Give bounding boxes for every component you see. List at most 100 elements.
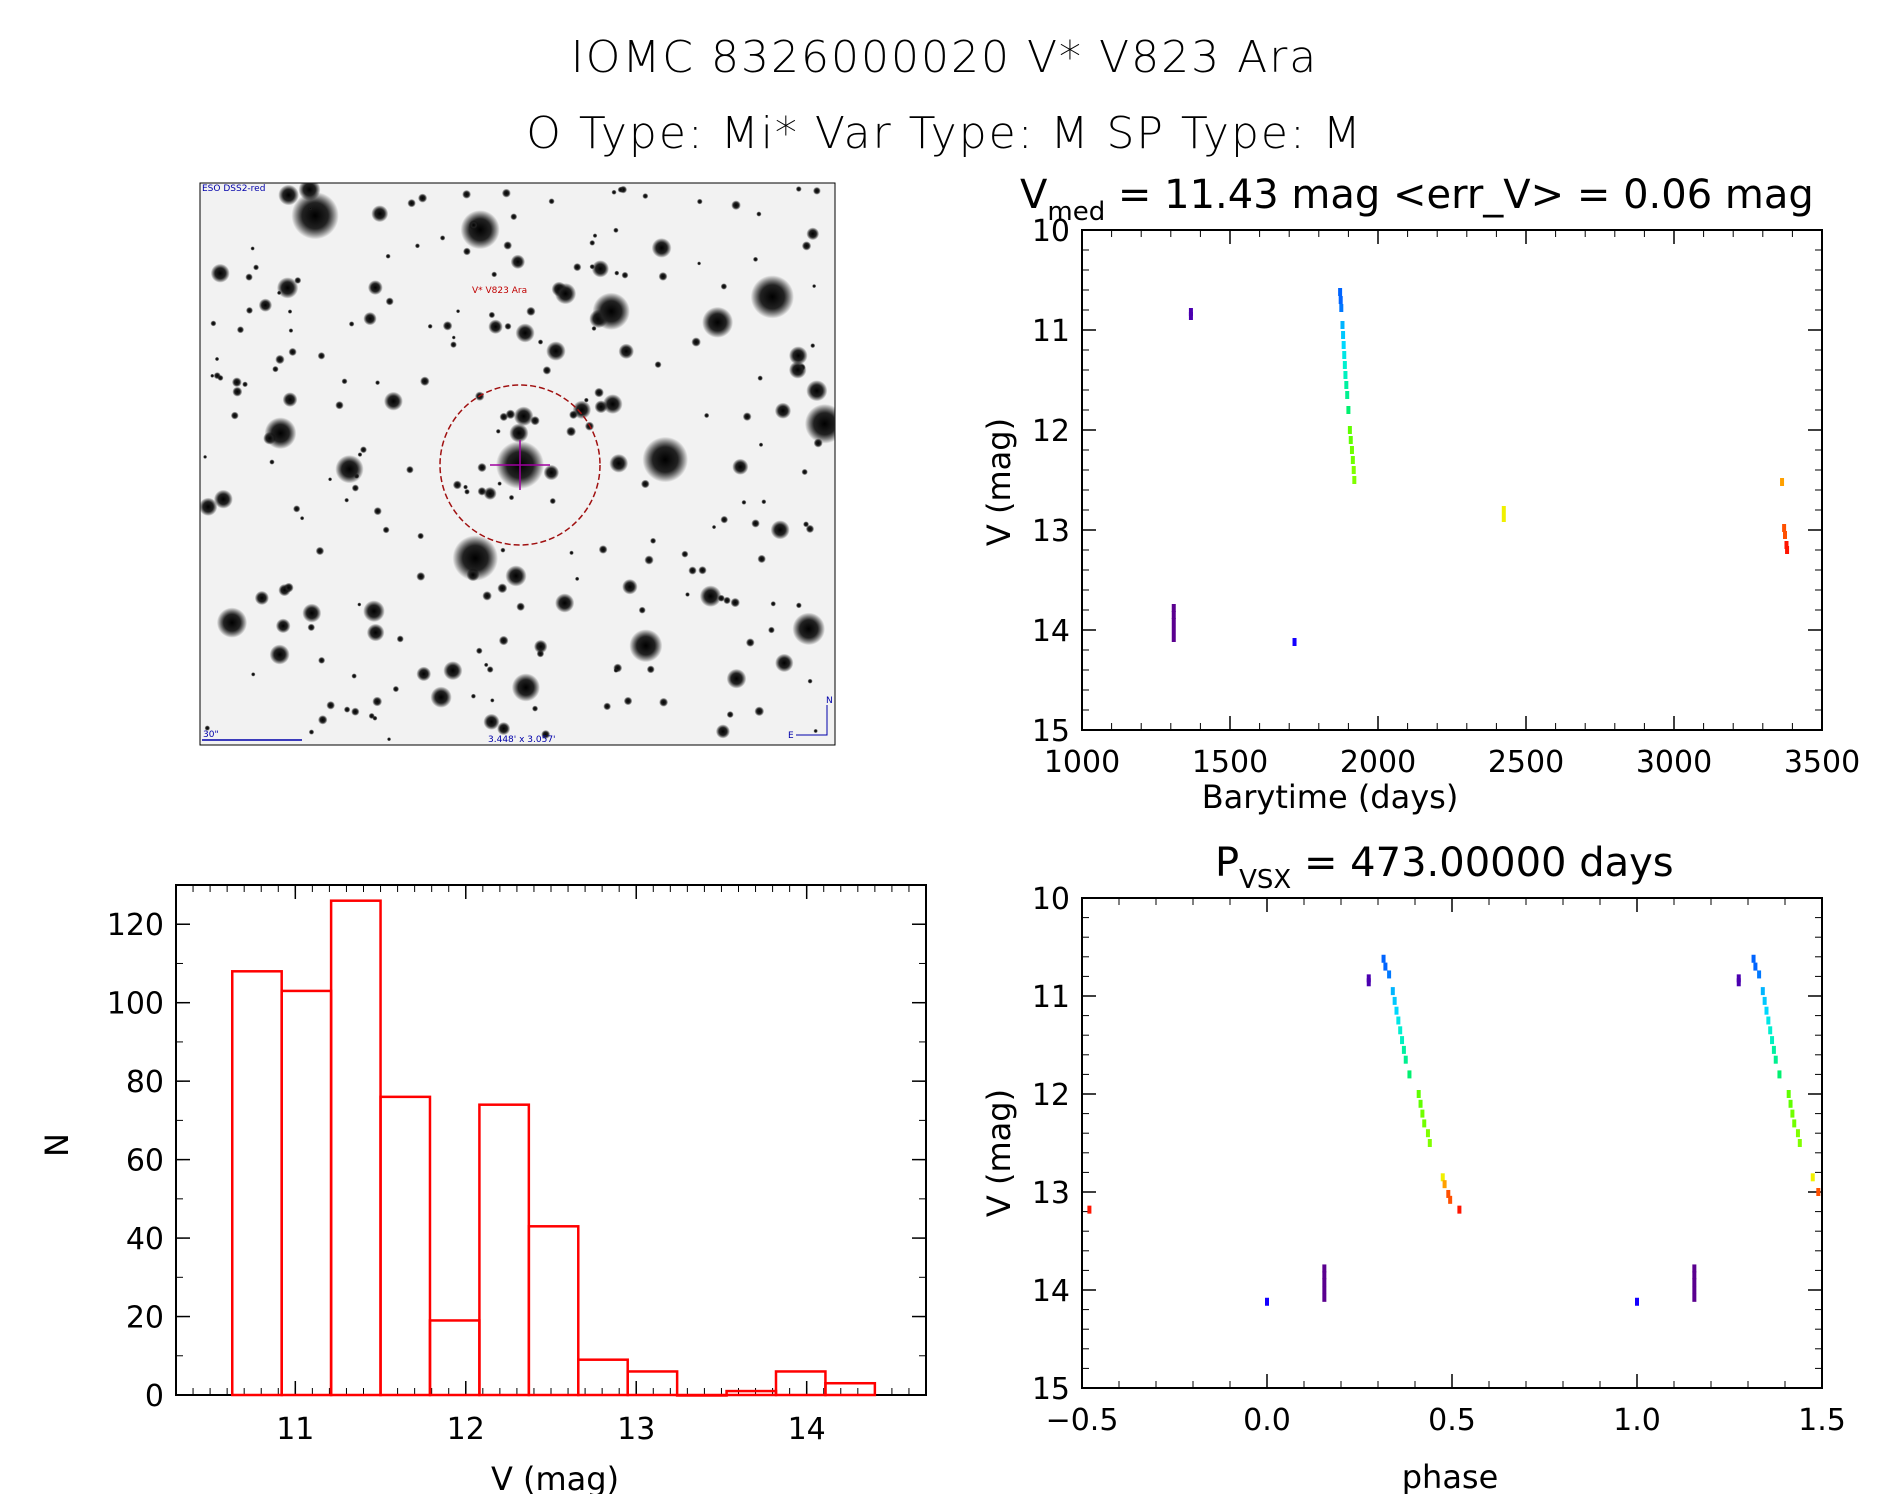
finder-star (396, 635, 404, 643)
finder-star (542, 366, 552, 375)
finder-star (232, 386, 243, 397)
finder-star (230, 411, 239, 420)
phased-point (1770, 1036, 1775, 1045)
finder-star (328, 477, 333, 482)
finder-star (741, 499, 747, 505)
target-circle (439, 384, 601, 546)
phased-point (1753, 962, 1758, 971)
finder-star (498, 635, 509, 646)
finder-star (697, 261, 702, 266)
finder-star (702, 306, 734, 338)
finder-star (549, 497, 556, 505)
finder-star (450, 341, 457, 349)
histogram-bars (231, 899, 877, 1397)
finder-star (317, 352, 326, 360)
survey-label: ESO DSS2-red (202, 184, 265, 194)
finder-star (427, 323, 433, 329)
finder-star (730, 597, 740, 608)
finder-star (685, 592, 690, 597)
phased-point (1416, 1090, 1421, 1098)
finder-star (443, 661, 463, 681)
phased-plot: PVSX = 473.00000 days −0.5 0.0 0.5 1.0 1.5 10… (980, 840, 1846, 1494)
finder-star (497, 722, 511, 736)
histogram-bar (824, 1381, 877, 1397)
hist-axes-ytick-label: 60 (126, 1144, 164, 1179)
hist-axes-frame (175, 884, 927, 1396)
finder-star (795, 186, 802, 192)
finder-star (483, 713, 500, 730)
finder-star (463, 484, 468, 490)
lightcurve-point (1339, 304, 1344, 312)
finder-star (650, 537, 657, 544)
lc-axes-xtick-label: 3500 (1784, 745, 1860, 780)
phased-point (1322, 1264, 1327, 1273)
ph-axes-ytick-label: 13 (1032, 1176, 1070, 1211)
finder-star (375, 380, 381, 386)
finder-star (715, 724, 730, 739)
phased-point (1762, 996, 1767, 1005)
ph-axes-ytick-label: 14 (1032, 1274, 1070, 1309)
finder-star (505, 565, 527, 587)
finder-star (488, 311, 496, 319)
finder-star (363, 311, 377, 326)
lightcurve-point (1338, 288, 1343, 296)
finder-star (510, 213, 518, 221)
histogram-bar (478, 1103, 531, 1397)
finder-star (275, 354, 285, 365)
hist-axes-ytick-label: 20 (126, 1301, 164, 1336)
finder-star (574, 576, 580, 582)
ph-axes-xtick-label: 0.0 (1243, 1403, 1291, 1438)
finder-star (546, 341, 566, 361)
finder-star (477, 462, 487, 473)
histogram-bar (231, 970, 283, 1397)
finder-star (463, 247, 471, 256)
lightcurve-title-sub: med (1047, 197, 1105, 227)
lc-axes-ytick-label: 13 (1032, 514, 1070, 549)
phased-point (1418, 1099, 1423, 1108)
phased-point (1381, 954, 1386, 963)
finder-star (804, 403, 835, 444)
finder-star (775, 653, 794, 673)
finder-star (406, 465, 414, 474)
lightcurve-point (1171, 634, 1176, 642)
finder-star (513, 406, 534, 427)
finder-star (812, 186, 821, 195)
finder-star (629, 629, 663, 663)
finder-star (335, 455, 364, 484)
finder-star (699, 585, 722, 607)
compass-east: E (788, 731, 794, 741)
finder-star (723, 596, 731, 605)
finder-star (236, 326, 245, 334)
finder-star (745, 638, 755, 647)
lc-axes-xtick-label: 2000 (1340, 745, 1416, 780)
phased-points (1087, 954, 1821, 1306)
lightcurve-point (1349, 446, 1354, 454)
finder-star (251, 672, 256, 677)
finder-star (591, 260, 610, 278)
finder-star (318, 656, 326, 664)
phased-point (1810, 1173, 1815, 1182)
finder-star (638, 606, 646, 614)
finder-star (491, 271, 498, 278)
histogram-bar (527, 1225, 580, 1397)
finder-star (372, 715, 378, 721)
finder-star (307, 623, 316, 632)
finder-star (282, 392, 298, 407)
ph-axes-ytick-label: 10 (1032, 882, 1070, 917)
lightcurve-point (1501, 506, 1506, 514)
finder-star (603, 702, 612, 711)
finder-star (317, 715, 328, 725)
finder-star (344, 497, 350, 503)
finder-star (372, 696, 383, 707)
finder-star (617, 186, 624, 193)
histogram-xlabel: V (mag) (491, 1460, 619, 1494)
phased-point (1635, 1297, 1639, 1306)
finder-star (813, 438, 823, 448)
finder-star (407, 198, 416, 208)
finder-star (541, 729, 551, 739)
finder-star (805, 524, 815, 534)
phased-point (1383, 962, 1388, 971)
finder-star (253, 264, 260, 271)
phased-point (1692, 1264, 1697, 1273)
finder-star (761, 499, 767, 505)
